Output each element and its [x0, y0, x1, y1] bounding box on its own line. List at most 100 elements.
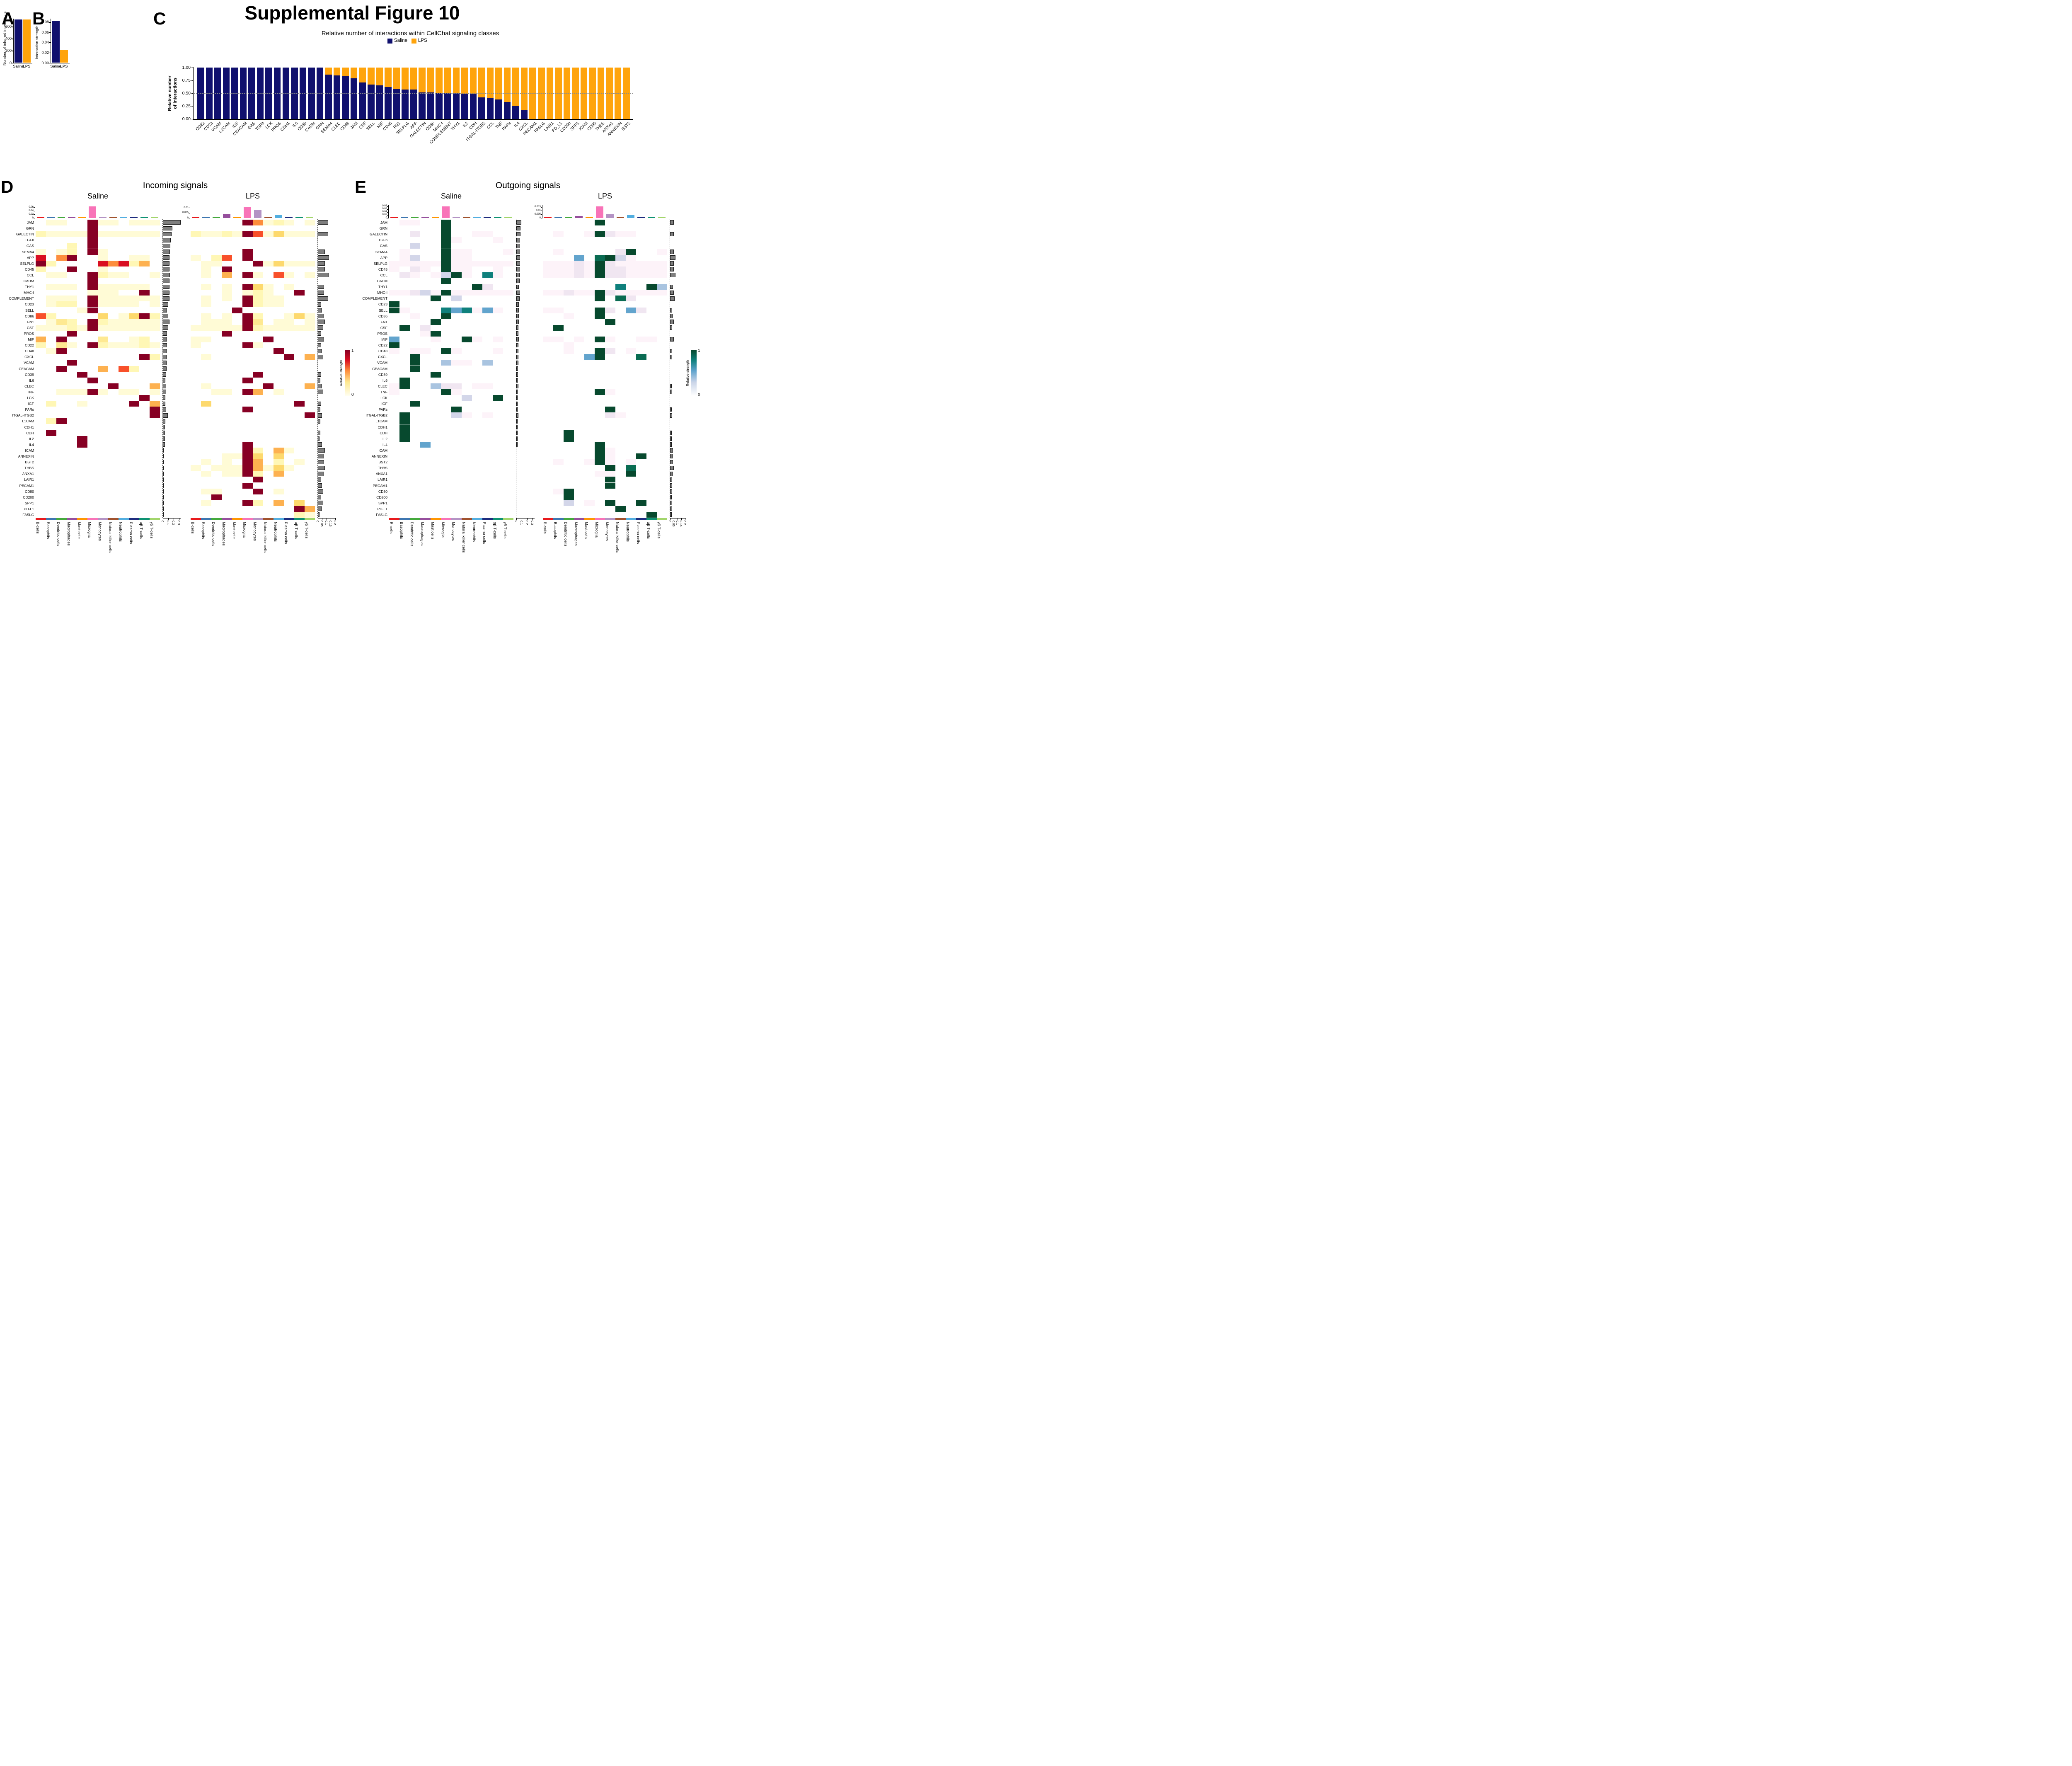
panel-d-saline-cell: [87, 377, 98, 383]
panel-e-row-label: BST2: [378, 460, 388, 465]
panel-d-lps-cell: [263, 260, 274, 266]
panel-e-row-label: MHC-I: [377, 291, 387, 295]
panel-d-lps-cell: [253, 488, 263, 494]
panel-d-lps-row-bar: [318, 401, 322, 406]
panel-e-saline-top-bar-10: [494, 217, 501, 218]
panel-d-saline-cell: [98, 284, 108, 290]
panel-d-lps-top-bar-4: [233, 217, 241, 218]
panel-e-row-label: PARs: [378, 407, 387, 412]
panel-c-xtick-label: ICAM: [578, 121, 589, 132]
panel-e-saline-cell: [493, 266, 503, 272]
panel-c-bar-saline: [461, 94, 468, 119]
panel-c-bar-lps: [444, 68, 451, 93]
panel-e-lps-strip-7: [615, 518, 626, 521]
panel-d-row-label: GRN: [26, 226, 34, 231]
panel-d-lps-cell: [211, 488, 222, 494]
panel-e-saline-cell: [410, 231, 420, 237]
panel-e-saline-cell: [441, 220, 451, 226]
panel-b-ytick-label: 0.04: [41, 40, 49, 45]
panel-d-saline-cell: [46, 313, 56, 319]
panel-e-lps-cell: [636, 260, 646, 266]
panel-d-lps-cell: [274, 319, 284, 325]
panel-d-saline-row-bar: [163, 279, 169, 283]
panel-d-row-label: APP: [27, 255, 34, 260]
panel-d-saline-col-label: Neutrophils: [118, 522, 123, 542]
panel-c-bar-lps: [470, 68, 477, 94]
panel-c-bar-saline: [359, 82, 366, 119]
panel-e-saline-bar-tick-label: 0.2: [525, 521, 529, 525]
panel-d-lps-row-bar: [318, 384, 322, 389]
panel-d-saline-cell: [150, 407, 160, 413]
panel-d-lps-strip-7: [263, 518, 274, 521]
panel-e-saline-row-bar: [516, 284, 519, 289]
panel-e-saline-cell: [431, 290, 441, 296]
panel-e-saline-strip-0: [389, 518, 399, 521]
panel-e-saline-row-bar: [516, 290, 520, 295]
panel-d-saline-cell: [150, 354, 160, 360]
panel-e-saline-cell: [399, 272, 410, 278]
panel-e-lps-bar-tick-label: 0.05: [672, 521, 676, 527]
panel-d-saline-cell: [150, 342, 160, 349]
panel-d-saline-cell: [56, 220, 67, 226]
panel-e-lps-bar-tick-label: 0.15: [679, 521, 683, 527]
panel-d-saline-cell: [87, 290, 98, 296]
panel-d-saline-cell: [129, 389, 139, 395]
panel-e-saline-cell: [451, 407, 462, 413]
panel-d-saline-cell: [67, 249, 77, 255]
panel-d-lps-cell: [242, 272, 253, 278]
panel-d-lps-row-bar: [318, 261, 325, 266]
panel-e-lps-cell: [564, 500, 574, 506]
panel-e-lps-row-bar: [670, 290, 674, 295]
panel-e-lps-cell: [553, 272, 564, 278]
panel-d-saline-row-bar: [163, 495, 164, 499]
panel-e-lps-row-bar: [670, 349, 673, 354]
panel-d-saline-col-label: Microglia: [87, 522, 92, 538]
panel-e-saline-cell: [441, 313, 451, 319]
panel-d-lps-cell: [211, 254, 222, 261]
panel-d-lps-cell: [191, 465, 201, 471]
panel-e-saline-cell: [451, 266, 462, 272]
panel-d-row-label: CD39: [25, 372, 34, 377]
panel-e-row-label: SPP1: [378, 501, 387, 505]
panel-d-saline-row-bar: [163, 296, 169, 301]
panel-e-saline-cell: [472, 231, 482, 237]
panel-e-lps-row-bar: [670, 448, 673, 453]
panel-e-saline-minichart-tickmark: [387, 206, 388, 207]
panel-e-lps-strip-8: [626, 518, 636, 521]
panel-d-row-label: GALECTIN: [16, 232, 34, 237]
panel-d-lps-cell: [274, 459, 284, 465]
panel-e-saline-row-bar: [516, 249, 520, 254]
panel-e-saline-cell: [441, 278, 451, 284]
panel-d-lps-cell: [201, 296, 211, 302]
panel-e-row-label: PECAM1: [373, 483, 387, 488]
panel-e-saline-row-bar: [516, 395, 518, 400]
panel-e-saline-cell: [389, 337, 399, 343]
panel-e-lps-row-bar: [670, 483, 673, 488]
panel-d-lps-row-bar: [318, 501, 323, 506]
panel-e-lps-minichart-tick: 0.005: [534, 213, 541, 216]
panel-d-saline-top-bar-3: [68, 217, 75, 218]
panel-d-saline-cell: [87, 278, 98, 284]
panel-d-lps-cell: [253, 313, 263, 319]
panel-e-saline-cell: [441, 307, 451, 313]
panel-c-ytick-label: 0.75: [182, 78, 191, 83]
panel-d-saline-row-bar: [163, 431, 165, 435]
panel-e-saline-col-label: Microglia: [440, 522, 445, 538]
panel-d-lps-row-bar: [318, 249, 325, 254]
panel-e-lps-cell: [564, 494, 574, 500]
panel-b-bar-lps: [60, 49, 68, 63]
panel-e-lps-bar-tick-label: 0: [668, 521, 672, 523]
panel-e-lps-cell: [657, 260, 667, 266]
panel-e-saline-cell: [420, 260, 431, 266]
panel-e-saline-minichart-axis: [388, 205, 389, 218]
panel-e-row-label: L1CAM: [375, 419, 387, 424]
panel-d-saline-cell: [87, 272, 98, 278]
panel-d-row-label: SELPLG: [20, 261, 34, 266]
panel-e-lps-cell: [615, 296, 626, 302]
panel-d-saline-cell: [36, 325, 46, 331]
panel-d-lps-cell: [232, 307, 242, 313]
panel-e-saline-cell: [399, 424, 410, 430]
panel-d-saline-col-label: Mast cells: [76, 522, 81, 540]
panel-e-lps-strip-1: [553, 518, 564, 521]
panel-d-lps-cell: [232, 453, 242, 460]
